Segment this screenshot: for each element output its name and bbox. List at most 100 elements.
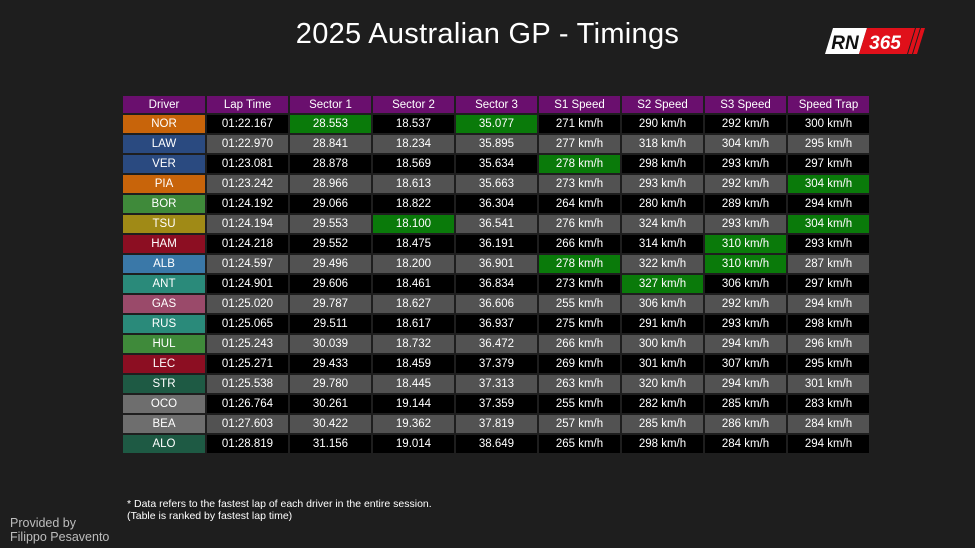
table-cell: 18.613 [373, 175, 454, 193]
table-cell: 18.100 [373, 215, 454, 233]
table-cell: 292 km/h [705, 175, 786, 193]
table-cell: 266 km/h [539, 235, 620, 253]
table-cell: 18.537 [373, 115, 454, 133]
table-cell: 292 km/h [705, 115, 786, 133]
table-cell: 294 km/h [705, 375, 786, 393]
table-row: LAW 01:22.970 28.841 18.234 35.895 277 km/h 31… [123, 135, 869, 153]
footnote-line-2: (Table is ranked by fastest lap time) [127, 510, 293, 522]
table-row: HAM 01:24.218 29.552 18.475 36.191 266 km/h 31… [123, 235, 869, 253]
table-row: ALB 01:24.597 29.496 18.200 36.901 278 km/h 32… [123, 255, 869, 273]
table-cell: 18.445 [373, 375, 454, 393]
table-cell: 293 km/h [705, 155, 786, 173]
table-cell: 278 km/h [539, 155, 620, 173]
column-header: Sector 3 [456, 96, 537, 113]
table-cell: 298 km/h [622, 435, 703, 453]
table-cell: 01:25.243 [207, 335, 288, 353]
column-header: Sector 1 [290, 96, 371, 113]
driver-cell: STR [123, 375, 205, 393]
table-row: HUL 01:25.243 30.039 18.732 36.472 266 km/h 30… [123, 335, 869, 353]
column-header: Driver [123, 96, 205, 113]
table-cell: 28.966 [290, 175, 371, 193]
table-cell: 298 km/h [622, 155, 703, 173]
table-cell: 29.511 [290, 315, 371, 333]
table-cell: 18.732 [373, 335, 454, 353]
table-cell: 291 km/h [622, 315, 703, 333]
table-cell: 292 km/h [705, 295, 786, 313]
table-cell: 01:22.970 [207, 135, 288, 153]
table-cell: 280 km/h [622, 195, 703, 213]
table-cell: 18.475 [373, 235, 454, 253]
table-cell: 01:27.603 [207, 415, 288, 433]
table-cell: 29.780 [290, 375, 371, 393]
table-cell: 37.379 [456, 355, 537, 373]
table-cell: 18.200 [373, 255, 454, 273]
table-row: PIA 01:23.242 28.966 18.613 35.663 273 km/h 29… [123, 175, 869, 193]
table-cell: 36.541 [456, 215, 537, 233]
table-cell: 300 km/h [622, 335, 703, 353]
driver-cell: LAW [123, 135, 205, 153]
column-header: S2 Speed [622, 96, 703, 113]
table-cell: 255 km/h [539, 295, 620, 313]
table-cell: 276 km/h [539, 215, 620, 233]
table-cell: 28.553 [290, 115, 371, 133]
driver-cell: VER [123, 155, 205, 173]
table-cell: 18.822 [373, 195, 454, 213]
table-row: OCO 01:26.764 30.261 19.144 37.359 255 km/h 28… [123, 395, 869, 413]
table-cell: 283 km/h [788, 395, 869, 413]
table-cell: 29.433 [290, 355, 371, 373]
table-cell: 01:25.065 [207, 315, 288, 333]
driver-cell: ALB [123, 255, 205, 273]
table-cell: 294 km/h [788, 195, 869, 213]
footnote-line-1: * Data refers to the fastest lap of each… [127, 498, 432, 510]
table-cell: 38.649 [456, 435, 537, 453]
table-cell: 18.617 [373, 315, 454, 333]
svg-text:365: 365 [869, 33, 901, 54]
credit-line-1: Provided by [10, 516, 77, 530]
driver-cell: ALO [123, 435, 205, 453]
table-cell: 29.066 [290, 195, 371, 213]
driver-cell: GAS [123, 295, 205, 313]
table-cell: 273 km/h [539, 175, 620, 193]
rn365-logo: RN 365 [825, 28, 925, 54]
table-cell: 289 km/h [705, 195, 786, 213]
table-cell: 35.895 [456, 135, 537, 153]
footnote: * Data refers to the fastest lap of each… [127, 498, 432, 522]
table-cell: 36.901 [456, 255, 537, 273]
table-cell: 286 km/h [705, 415, 786, 433]
table-cell: 285 km/h [705, 395, 786, 413]
table-cell: 275 km/h [539, 315, 620, 333]
table-cell: 304 km/h [788, 215, 869, 233]
table-cell: 01:25.538 [207, 375, 288, 393]
table-cell: 19.014 [373, 435, 454, 453]
table-cell: 306 km/h [622, 295, 703, 313]
table-cell: 35.077 [456, 115, 537, 133]
table-cell: 29.606 [290, 275, 371, 293]
table-cell: 318 km/h [622, 135, 703, 153]
table-cell: 01:24.901 [207, 275, 288, 293]
table-cell: 310 km/h [705, 235, 786, 253]
table-cell: 01:24.194 [207, 215, 288, 233]
timings-table: Driver Lap Time Sector 1 Sector 2 Sector 3 S1… [121, 94, 871, 455]
page-title: 2025 Australian GP - Timings [295, 18, 680, 50]
table-cell: 301 km/h [622, 355, 703, 373]
table-cell: 314 km/h [622, 235, 703, 253]
svg-text:RN: RN [831, 33, 860, 54]
table-cell: 306 km/h [705, 275, 786, 293]
table-cell: 304 km/h [788, 175, 869, 193]
table-cell: 18.234 [373, 135, 454, 153]
table-cell: 300 km/h [788, 115, 869, 133]
driver-cell: RUS [123, 315, 205, 333]
driver-cell: BEA [123, 415, 205, 433]
table-cell: 28.878 [290, 155, 371, 173]
table-cell: 273 km/h [539, 275, 620, 293]
driver-cell: BOR [123, 195, 205, 213]
table-cell: 29.552 [290, 235, 371, 253]
table-body: NOR 01:22.167 28.553 18.537 35.077 271 km/h 29… [123, 115, 869, 453]
table-cell: 01:26.764 [207, 395, 288, 413]
driver-cell: LEC [123, 355, 205, 373]
column-header: S1 Speed [539, 96, 620, 113]
table-cell: 01:28.819 [207, 435, 288, 453]
table-cell: 01:24.192 [207, 195, 288, 213]
credit-line-2: Filippo Pesavento [10, 530, 110, 544]
table-cell: 35.634 [456, 155, 537, 173]
